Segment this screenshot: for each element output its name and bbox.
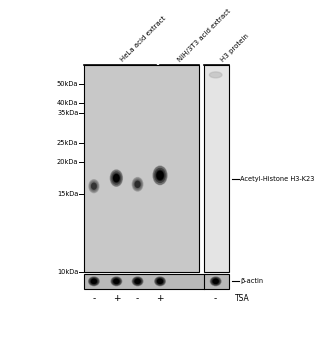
Ellipse shape xyxy=(158,280,162,283)
Text: NIH/3T3 acid extract: NIH/3T3 acid extract xyxy=(177,8,232,63)
Ellipse shape xyxy=(213,279,218,283)
Ellipse shape xyxy=(213,279,219,284)
Ellipse shape xyxy=(111,277,122,286)
Text: 35kDa: 35kDa xyxy=(57,110,79,117)
Ellipse shape xyxy=(89,277,99,286)
Text: H3 protein: H3 protein xyxy=(219,33,250,63)
Ellipse shape xyxy=(134,180,141,188)
Text: 25kDa: 25kDa xyxy=(57,140,79,146)
Ellipse shape xyxy=(114,280,118,283)
Ellipse shape xyxy=(213,280,218,283)
Ellipse shape xyxy=(111,172,121,184)
Ellipse shape xyxy=(92,280,96,283)
Ellipse shape xyxy=(89,180,99,193)
Ellipse shape xyxy=(153,166,167,184)
Ellipse shape xyxy=(155,277,165,286)
Bar xyxy=(204,65,229,272)
Ellipse shape xyxy=(133,278,142,285)
Ellipse shape xyxy=(114,175,119,181)
Ellipse shape xyxy=(114,174,119,182)
Ellipse shape xyxy=(211,277,221,286)
Text: HeLa acid extract: HeLa acid extract xyxy=(119,15,167,63)
Ellipse shape xyxy=(90,181,98,191)
Text: 10kDa: 10kDa xyxy=(57,270,79,275)
Text: -: - xyxy=(214,294,217,303)
Text: +: + xyxy=(113,294,120,303)
Ellipse shape xyxy=(132,277,143,286)
Text: Acetyl-Histone H3-K23: Acetyl-Histone H3-K23 xyxy=(240,176,314,182)
Ellipse shape xyxy=(110,170,122,186)
Ellipse shape xyxy=(134,279,141,284)
Text: 40kDa: 40kDa xyxy=(57,100,79,106)
Ellipse shape xyxy=(91,279,97,284)
Ellipse shape xyxy=(92,184,96,189)
Ellipse shape xyxy=(112,278,120,285)
Text: TSA: TSA xyxy=(235,294,250,303)
Ellipse shape xyxy=(113,173,120,183)
Ellipse shape xyxy=(209,72,222,78)
Ellipse shape xyxy=(157,279,163,284)
Text: β-actin: β-actin xyxy=(240,278,263,284)
Ellipse shape xyxy=(135,181,140,187)
Ellipse shape xyxy=(114,279,119,283)
Ellipse shape xyxy=(158,279,162,283)
Ellipse shape xyxy=(155,168,166,183)
Ellipse shape xyxy=(90,278,98,285)
Bar xyxy=(84,65,199,272)
Ellipse shape xyxy=(157,172,163,179)
Ellipse shape xyxy=(133,179,142,190)
Text: 20kDa: 20kDa xyxy=(57,159,79,165)
Text: 15kDa: 15kDa xyxy=(57,191,79,197)
Text: 50kDa: 50kDa xyxy=(57,81,79,87)
Text: -: - xyxy=(136,294,139,303)
Ellipse shape xyxy=(92,183,96,189)
Ellipse shape xyxy=(135,279,140,283)
Text: +: + xyxy=(156,294,164,303)
Bar xyxy=(84,274,229,289)
Ellipse shape xyxy=(113,279,119,284)
Ellipse shape xyxy=(156,278,164,285)
Ellipse shape xyxy=(136,280,140,283)
Ellipse shape xyxy=(157,171,163,180)
Ellipse shape xyxy=(91,279,96,283)
Ellipse shape xyxy=(91,182,97,190)
Ellipse shape xyxy=(156,170,164,181)
Text: -: - xyxy=(92,294,96,303)
Ellipse shape xyxy=(212,278,220,285)
Ellipse shape xyxy=(132,177,143,191)
Ellipse shape xyxy=(136,182,140,187)
